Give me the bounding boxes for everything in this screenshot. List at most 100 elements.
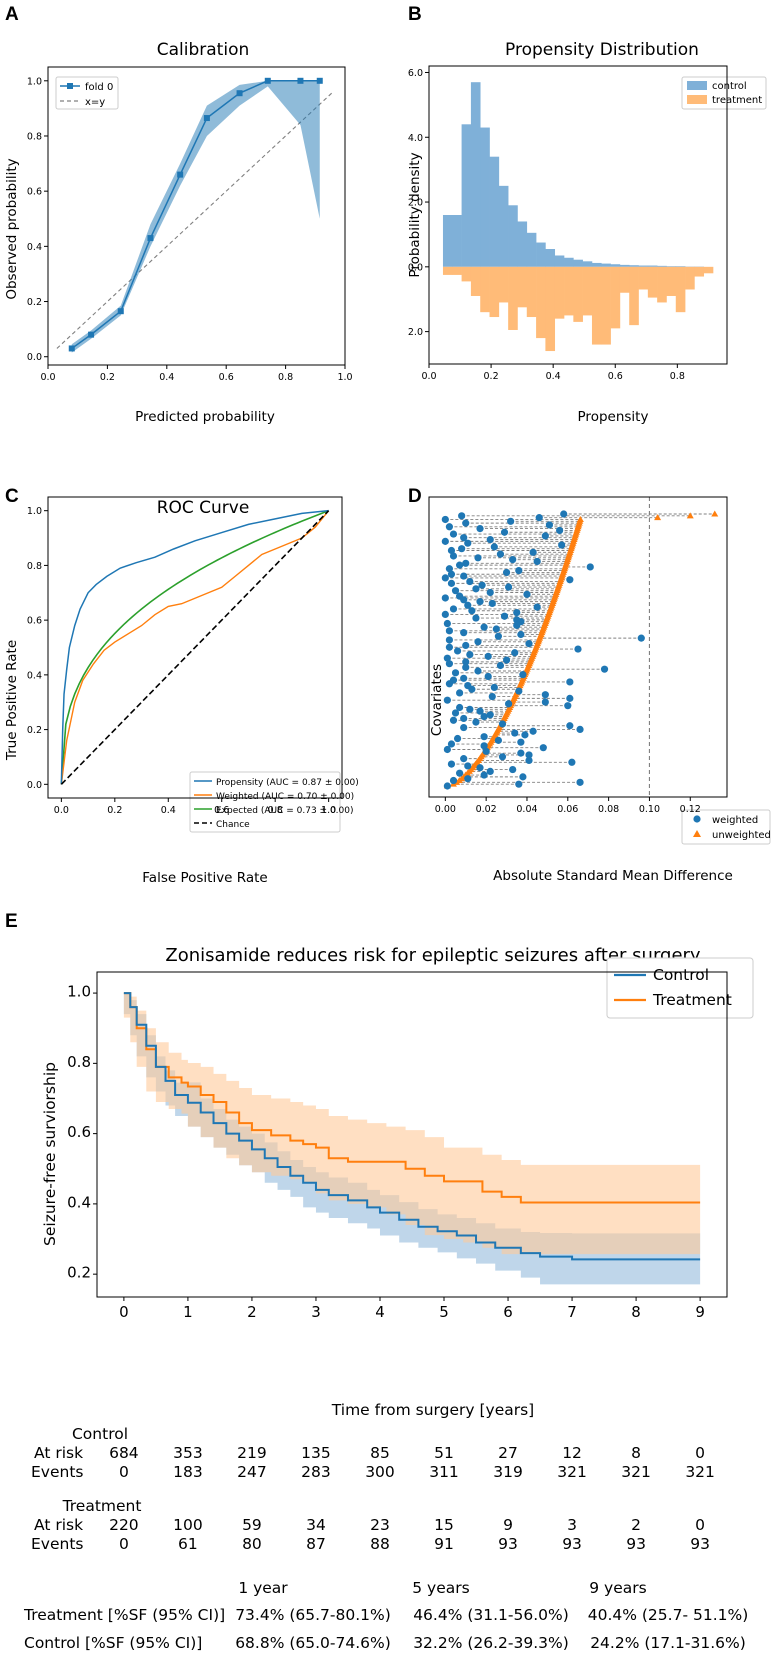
km-xtick-label: 4 — [375, 1303, 385, 1321]
propensity-control-bar — [442, 215, 453, 267]
calibration-xtick-label: 0.2 — [100, 372, 115, 383]
risk-control-at-risk-value: 684 — [109, 1444, 139, 1462]
propensity-treatment-bar — [573, 266, 583, 322]
roc-legend-chance-label: Chance — [216, 820, 250, 830]
summary-header-9-years: 9 years — [589, 1579, 646, 1597]
propensity-control-bar — [675, 266, 686, 267]
roc-xtick-label: 0.0 — [54, 805, 69, 816]
propensity-xlabel: Propensity — [578, 409, 649, 425]
smd-weighted-marker — [500, 528, 509, 536]
propensity-frame — [428, 65, 728, 365]
propensity-xtick-label: 0.8 — [670, 371, 685, 382]
smd-weighted-marker — [443, 782, 451, 790]
km-title: Zonisamide reduces risk for epileptic se… — [165, 945, 701, 966]
calibration-xtick-label: 0.4 — [159, 372, 174, 383]
calibration-marker — [88, 331, 95, 338]
km-legend-treatment-label: Treatment — [652, 991, 732, 1009]
calibration-diagonal-line — [56, 91, 334, 349]
km-xtick-label: 1 — [183, 1303, 193, 1321]
smd-weighted-marker — [513, 608, 521, 617]
summary-table: 1 year 5 years 9 years Treatment [%SF (9… — [23, 1579, 748, 1652]
smd-weighted-marker — [474, 554, 482, 562]
smd-weighted-marker — [533, 557, 541, 566]
propensity-treatment-bar — [638, 266, 649, 290]
propensity-treatment-bar — [470, 266, 481, 296]
smd-weighted-marker — [462, 641, 470, 650]
smd-weighted-marker — [564, 702, 572, 710]
km-treatment-confidence-band — [123, 993, 701, 1255]
calibration-frame — [47, 66, 346, 366]
calibration-marker — [147, 235, 154, 242]
risk-treatment-at-risk-value: 220 — [109, 1516, 139, 1534]
propensity-treatment-bar — [498, 266, 509, 303]
smd-weighted-marker — [517, 738, 525, 746]
propensity-treatment-bar — [564, 266, 574, 316]
smd-weighted-marker — [523, 590, 531, 598]
smd-weighted-marker — [460, 572, 468, 580]
km-xtick-label: 6 — [503, 1303, 513, 1321]
smd-weighted-marker — [556, 526, 564, 535]
smd-weighted-marker — [496, 661, 505, 670]
propensity-xtick-label: 0.4 — [546, 371, 561, 382]
smd-weighted-marker — [535, 514, 543, 522]
smd-weighted-marker — [451, 669, 460, 677]
roc-ytick-label: 0.4 — [27, 670, 42, 681]
roc-xtick-label: 0.6 — [214, 805, 229, 816]
smd-weighted-marker — [511, 729, 519, 737]
roc-title: ROC Curve — [157, 498, 250, 518]
km-treatment-curve — [123, 992, 701, 1204]
smd-weighted-marker — [541, 698, 549, 706]
km-xlabel: Time from surgery [years] — [331, 1401, 534, 1419]
propensity-control-bar — [452, 215, 462, 267]
propensity-treatment-bar — [508, 266, 518, 330]
propensity-treatment-bar — [647, 266, 658, 298]
summary-treatment-1-year: 73.4% (65.7-80.1%) — [235, 1606, 391, 1624]
summary-header-1-year: 1 year — [238, 1579, 288, 1597]
smd-weighted-marker — [490, 683, 498, 692]
smd-weighted-marker — [460, 534, 468, 542]
calibration-marker — [68, 345, 75, 352]
risk-treatment-at-risk-value: 15 — [434, 1516, 454, 1534]
km-ytick-label: 0.8 — [67, 1053, 91, 1071]
smd-weighted-marker — [576, 778, 584, 786]
propensity-treatment-bar — [629, 266, 639, 326]
km-xtick-label: 8 — [631, 1303, 641, 1321]
smd-weighted-marker — [460, 755, 468, 763]
smd-weighted-marker — [449, 776, 458, 785]
smd-weighted-marker — [441, 610, 449, 619]
risk-control-at-risk-value: 27 — [498, 1444, 518, 1462]
propensity-treatment-bar — [554, 266, 565, 319]
smd-weighted-marker — [443, 696, 451, 704]
smd-weighted-marker — [456, 689, 464, 697]
smd-weighted-marker — [476, 598, 484, 606]
risk-control-events-value: 247 — [237, 1463, 267, 1481]
propensity-treatment-bar — [545, 266, 556, 352]
km-ytick-label: 0.6 — [67, 1123, 91, 1141]
propensity-treatment-bar — [657, 266, 667, 303]
propensity-control-bar — [657, 265, 667, 267]
risk-control-events-value: 321 — [621, 1463, 651, 1481]
smd-weighted-marker — [576, 725, 584, 734]
propensity-treatment-bar — [461, 266, 472, 282]
roc-xtick-label: 0.8 — [268, 805, 283, 816]
smd-weighted-marker — [445, 523, 454, 531]
roc-legend: Propensity (AUC = 0.87 ± 0.00) Weighted … — [189, 771, 359, 833]
km-ytick-label: 1.0 — [67, 983, 91, 1001]
propensity-treatment-bar — [685, 266, 695, 290]
summary-control-9-years: 24.2% (17.1-31.6%) — [590, 1634, 746, 1652]
calibration-title: Calibration — [157, 40, 250, 60]
roc-weighted-curve — [60, 510, 330, 785]
roc-xtick-label: 0.4 — [161, 805, 176, 816]
smd-weighted-marker — [447, 740, 456, 748]
smd-weighted-marker — [449, 716, 458, 724]
calibration-ytick-label: 1.0 — [27, 76, 42, 87]
smd-weighted-marker — [480, 713, 488, 721]
smd-weighted-marker — [441, 574, 449, 582]
risk-treatment-at-risk-value: 2 — [631, 1516, 641, 1534]
smd-weighted-marker — [541, 691, 549, 699]
smd-weighted-marker — [464, 539, 472, 547]
smd-weighted-marker — [529, 548, 537, 556]
summary-control-5-years: 32.2% (26.2-39.3%) — [413, 1634, 569, 1652]
km-ylabel: Seizure-free surviorship — [41, 1062, 59, 1246]
smd-weighted-marker — [480, 771, 488, 779]
